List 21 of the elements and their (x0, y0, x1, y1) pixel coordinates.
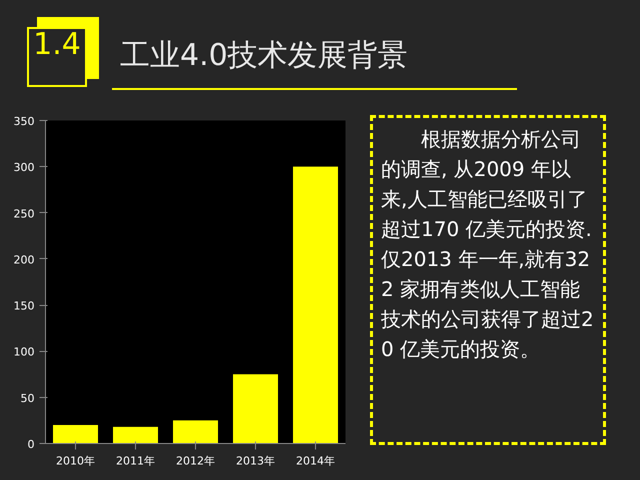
x-tick-label: 2013年 (236, 454, 276, 468)
y-tick-label: 100 (14, 346, 35, 359)
x-tick-label: 2014年 (296, 454, 336, 468)
bar (233, 374, 278, 444)
x-tick-label: 2011年 (116, 454, 156, 468)
bar (113, 426, 158, 444)
y-tick-label: 150 (14, 300, 35, 313)
y-tick-label: 200 (14, 253, 35, 266)
y-tick-label: 350 (14, 115, 35, 128)
y-tick-label: 50 (20, 392, 35, 405)
y-tick-label: 0 (28, 438, 34, 451)
x-tick-label: 2012年 (176, 454, 216, 468)
bar (293, 166, 338, 444)
chart-title: 工业4.0技术发展背景 (120, 37, 408, 75)
x-tick-label: 2010年 (56, 454, 96, 468)
text: 1.4 (27, 27, 87, 87)
y-tick-label: 250 (14, 207, 35, 220)
text: 根据数据分析公司的调查, 从2009 年以来,人工智能已经吸引了超过170 亿美元的投资. 仅2013 年一年,就有322 家拥有类似人工智能技术的公司获得了超过20 亿美元的投资。 (370, 115, 606, 445)
bar (53, 425, 98, 444)
y-tick-label: 300 (14, 161, 35, 174)
bar (173, 420, 218, 444)
